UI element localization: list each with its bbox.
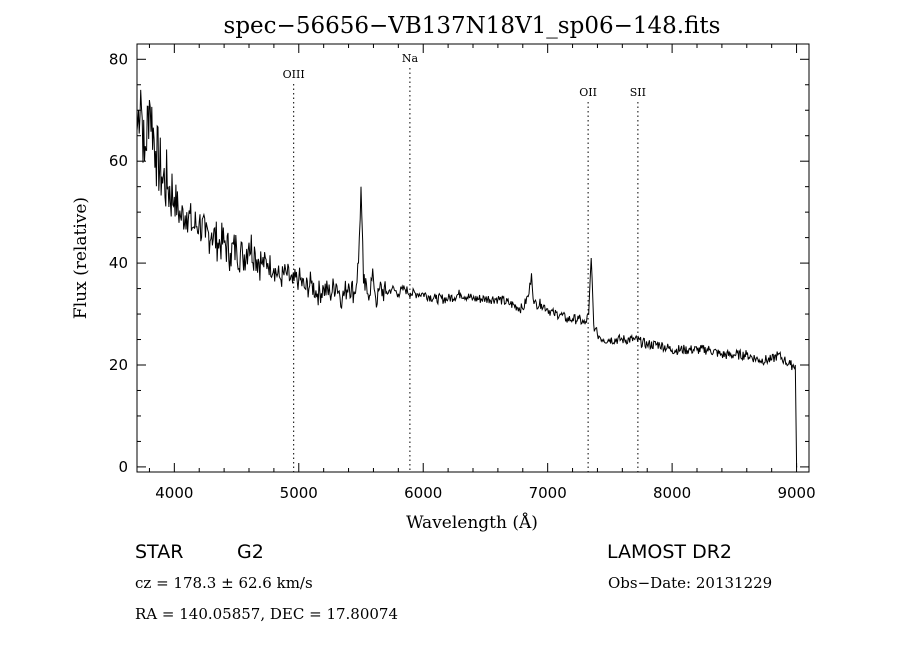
info-survey: LAMOST DR2: [607, 541, 732, 563]
y-tick-label: 40: [109, 254, 128, 272]
line-marker-label-na: Na: [402, 52, 419, 65]
x-tick-label: 9000: [777, 484, 815, 502]
info-cz: cz = 178.3 ± 62.6 km/s: [135, 574, 313, 592]
info-obs-date: Obs−Date: 20131229: [608, 574, 772, 592]
x-tick-label: 5000: [280, 484, 318, 502]
info-class: STAR: [135, 541, 183, 563]
info-coordinates: RA = 140.05857, DEC = 17.80074: [135, 605, 398, 623]
line-marker-label-oii: OII: [579, 86, 597, 99]
x-tick-label: 4000: [155, 484, 193, 502]
y-tick-label: 80: [109, 50, 128, 68]
y-axis-label: Flux (relative): [71, 197, 91, 319]
info-subclass: G2: [237, 541, 264, 563]
x-tick-label: 6000: [404, 484, 442, 502]
x-tick-label: 8000: [653, 484, 691, 502]
axis-ticks: 4000 5000 6000 7000 8000 9000 0 20 40 60 80: [109, 44, 816, 502]
plot-frame: [136, 43, 810, 473]
line-marker-label-sii: SII: [630, 86, 646, 99]
x-tick-label: 7000: [529, 484, 567, 502]
y-tick-label: 20: [109, 356, 128, 374]
y-tick-label: 0: [118, 458, 128, 476]
chart-title: spec−56656−VB137N18V1_sp06−148.fits: [224, 13, 721, 39]
line-marker-label-oiii: OIII: [283, 68, 305, 81]
spectrum-series-line: [136, 89, 798, 468]
x-axis-label: Wavelength (Å): [406, 512, 538, 533]
y-tick-label: 60: [109, 152, 128, 170]
